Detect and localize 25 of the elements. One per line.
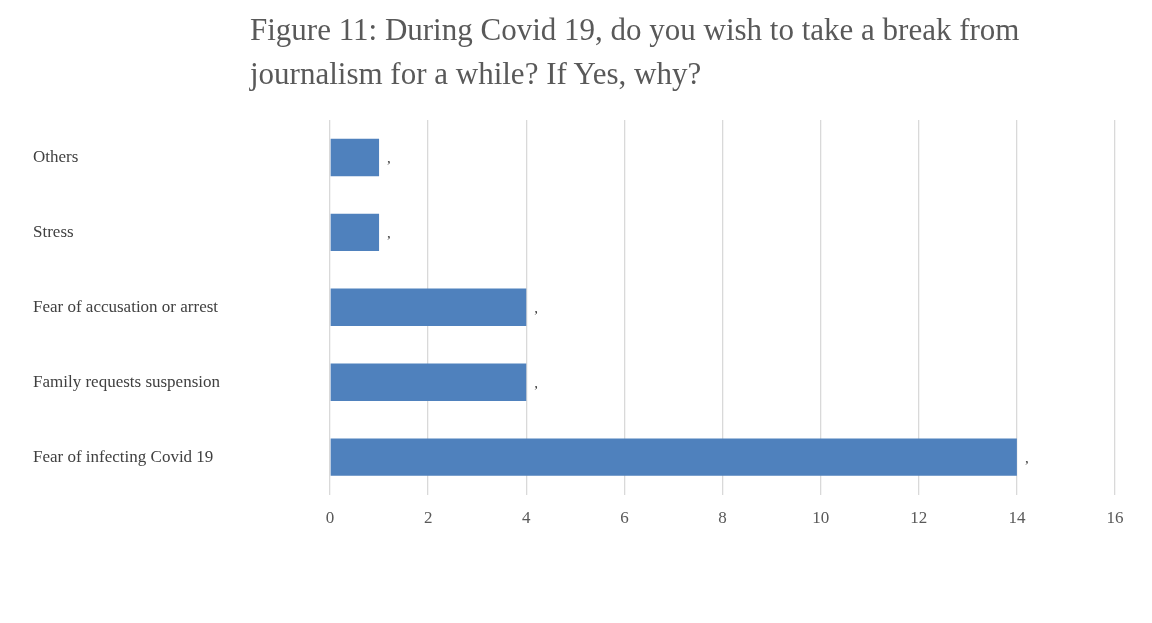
bar	[330, 363, 527, 401]
x-tick-label: 2	[423, 508, 433, 528]
data-label: ,	[534, 375, 538, 392]
x-tick-label: 10	[812, 508, 830, 528]
bar	[330, 288, 527, 327]
y-tick-label: Others	[33, 146, 79, 166]
x-tick-label: 14	[1008, 508, 1026, 528]
y-tick-label: Family requests suspension	[33, 371, 221, 391]
x-tick-label: 8	[718, 508, 727, 528]
bar	[330, 438, 1017, 476]
data-label: ,	[387, 225, 391, 242]
y-tick-label: Fear of accusation or arrest	[33, 296, 219, 316]
y-tick-label: Stress	[33, 221, 74, 241]
data-label: ,	[387, 150, 391, 167]
data-label: ,	[534, 300, 538, 317]
x-tick-label: 12	[910, 508, 928, 528]
data-label: ,	[1024, 450, 1029, 467]
y-tick-label: Fear of infecting Covid 19	[33, 446, 214, 466]
bar	[330, 213, 380, 252]
x-tick-label: 4	[522, 508, 531, 528]
x-tick-label: 6	[620, 508, 629, 528]
chart-title: Figure 11: During Covid 19, do you wish to take a break from journalism for a while? If Yes, why?	[250, 11, 1021, 93]
x-tick-label: 0	[325, 508, 335, 528]
bar	[330, 138, 380, 177]
x-tick-label: 16	[1106, 508, 1124, 528]
